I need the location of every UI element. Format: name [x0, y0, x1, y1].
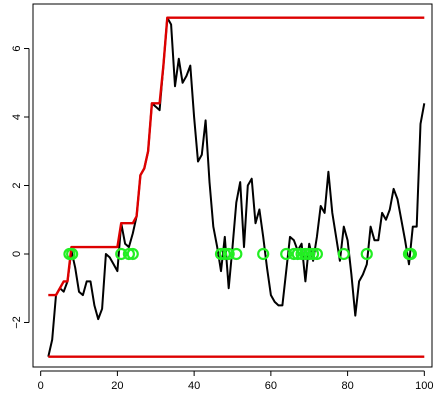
zero-crossing-point — [299, 247, 312, 261]
zero-crossing-point — [280, 247, 293, 261]
zero-crossing-marks — [63, 247, 417, 261]
zero-crossing-point — [295, 247, 308, 261]
zero-crossing-point — [214, 247, 228, 261]
zero-crossing-point — [115, 247, 128, 261]
zero-crossing-point — [303, 247, 316, 261]
y-tick-label: 6 — [11, 45, 23, 51]
zero-crossing-point — [66, 247, 79, 261]
zero-crossing-point — [222, 247, 235, 261]
y-tick-label: 2 — [11, 182, 23, 188]
zero-crossing-point — [360, 247, 373, 261]
x-tick-label: 80 — [341, 380, 353, 392]
x-tick-label: 100 — [415, 380, 433, 392]
zero-crossing-point — [257, 247, 270, 261]
x-tick-label: 60 — [265, 380, 277, 392]
y-tick-label: 4 — [11, 114, 23, 120]
plot-frame — [32, 3, 433, 368]
zero-crossing-point — [126, 247, 139, 261]
y-tick-label: −2 — [11, 316, 23, 329]
zero-crossing-point — [218, 247, 231, 261]
zero-crossing-point — [122, 247, 136, 261]
y-tick-label: 0 — [11, 251, 23, 257]
zero-crossing-point — [310, 247, 324, 261]
y-axis: −2 0 2 4 6 — [11, 45, 30, 329]
x-tick-label: 0 — [38, 380, 44, 392]
zero-crossing-point — [291, 247, 304, 261]
x-tick-label: 20 — [111, 380, 123, 392]
zero-crossing-point — [404, 247, 417, 261]
zero-crossing-point — [337, 247, 350, 261]
zero-crossing-point — [287, 247, 300, 261]
series-lines — [47, 16, 426, 358]
x-tick-label: 40 — [188, 380, 200, 392]
x-axis: 0 20 40 60 80 100 — [38, 370, 434, 392]
walk-line — [47, 16, 426, 357]
zero-crossing-point — [306, 247, 320, 261]
zero-crossing-point — [230, 247, 243, 261]
